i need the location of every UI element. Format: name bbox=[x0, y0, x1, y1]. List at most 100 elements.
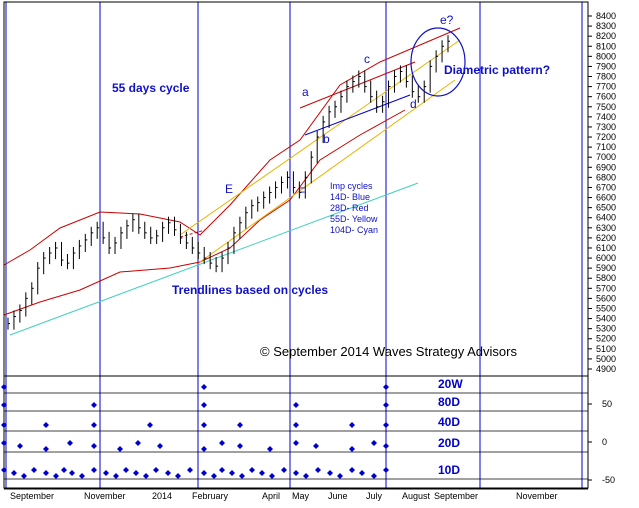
y-tick-label: 5400 bbox=[596, 314, 616, 324]
x-month-label: February bbox=[192, 491, 229, 501]
x-month-label: April bbox=[262, 491, 280, 501]
cycle-diamond bbox=[337, 473, 343, 479]
cycle-diamond bbox=[1, 384, 7, 390]
cycle-diamond bbox=[383, 384, 389, 390]
legend-entry-14d: 14D- Blue bbox=[330, 192, 370, 202]
cycle-diamond bbox=[313, 443, 319, 449]
y-tick-label: 7200 bbox=[596, 132, 616, 142]
cycle-diamond bbox=[211, 473, 217, 479]
cycle-diamond bbox=[187, 467, 193, 473]
wave-E-label: E bbox=[225, 182, 233, 196]
wave-d-label: d bbox=[410, 97, 417, 111]
pattern-label: Diametric pattern? bbox=[444, 63, 550, 77]
cycle-diamond bbox=[165, 470, 171, 476]
cycle-diamond bbox=[21, 473, 27, 479]
cycle-diamond bbox=[383, 443, 389, 449]
cycle-label: 55 days cycle bbox=[112, 81, 190, 95]
x-month-label: November bbox=[516, 491, 558, 501]
legend-entry-55d: 55D- Yellow bbox=[330, 214, 378, 224]
y-tick-label: 6900 bbox=[596, 162, 616, 172]
dashed-midline bbox=[179, 229, 206, 238]
cycle-diamond bbox=[91, 422, 97, 428]
y-tick-label: 6700 bbox=[596, 182, 616, 192]
wave-lower-line bbox=[304, 94, 411, 136]
cycle-diamond bbox=[293, 470, 299, 476]
lower-y-tick-label: 50 bbox=[602, 399, 612, 409]
y-tick-label: 5100 bbox=[596, 344, 616, 354]
cycle-row-label: 20W bbox=[438, 377, 463, 391]
cycle-diamond bbox=[249, 467, 255, 473]
cycle-diamond bbox=[383, 422, 389, 428]
cycle-diamond bbox=[11, 470, 17, 476]
y-tick-label: 8400 bbox=[596, 11, 616, 21]
y-tick-label: 6400 bbox=[596, 213, 616, 223]
cycle-diamond bbox=[259, 470, 265, 476]
cycle-diamond bbox=[113, 473, 119, 479]
cycle-diamond bbox=[219, 467, 225, 473]
cycle-row-label: 20D bbox=[438, 436, 460, 450]
x-month-label: July bbox=[366, 491, 383, 501]
cycle-diamond bbox=[91, 443, 97, 449]
x-month-label: 2014 bbox=[152, 491, 172, 501]
cycle-row-label: 40D bbox=[438, 415, 460, 429]
cycle-diamond bbox=[91, 402, 97, 408]
cycle-diamond bbox=[219, 440, 225, 446]
y-tick-label: 7400 bbox=[596, 112, 616, 122]
cycle-diamond bbox=[327, 470, 333, 476]
y-tick-label: 6100 bbox=[596, 243, 616, 253]
cycle-diamond bbox=[371, 440, 377, 446]
cycle-diamond bbox=[383, 402, 389, 408]
cycle-diamond bbox=[303, 473, 309, 479]
cycle-diamond bbox=[359, 470, 365, 476]
cycle-diamond bbox=[43, 446, 49, 452]
cycle-diamond bbox=[1, 402, 7, 408]
y-tick-label: 6800 bbox=[596, 172, 616, 182]
y-tick-label: 8300 bbox=[596, 21, 616, 31]
cycle-diamond bbox=[175, 473, 181, 479]
yellow-lower-trend bbox=[199, 79, 456, 263]
y-tick-label: 7800 bbox=[596, 72, 616, 82]
y-tick-label: 5900 bbox=[596, 263, 616, 273]
copyright-text: © September 2014 Waves Strategy Advisors bbox=[260, 344, 517, 359]
cycle-diamond bbox=[349, 446, 355, 452]
cycle-diamond bbox=[201, 384, 207, 390]
y-tick-label: 6200 bbox=[596, 233, 616, 243]
legend-entry-28d: 28D- Red bbox=[330, 203, 369, 213]
cycle-diamond bbox=[31, 467, 37, 473]
y-tick-label: 5300 bbox=[596, 324, 616, 334]
cycle-diamond bbox=[79, 473, 85, 479]
cycle-diamond bbox=[103, 470, 109, 476]
y-tick-label: 6500 bbox=[596, 203, 616, 213]
y-tick-label: 8000 bbox=[596, 51, 616, 61]
diametric-circle bbox=[410, 27, 466, 97]
y-tick-label: 5700 bbox=[596, 283, 616, 293]
cycle-diamond bbox=[53, 473, 59, 479]
cycle-diamond bbox=[147, 422, 153, 428]
x-month-label: August bbox=[402, 491, 431, 501]
cycle-diamond bbox=[67, 440, 73, 446]
legend-title: Imp cycles bbox=[330, 181, 373, 191]
cycle-diamond bbox=[383, 467, 389, 473]
wave-c-label: c bbox=[364, 52, 370, 66]
cycle-diamond bbox=[293, 422, 299, 428]
wave-e-label: e? bbox=[440, 13, 454, 27]
y-tick-label: 5000 bbox=[596, 354, 616, 364]
y-tick-label: 8200 bbox=[596, 31, 616, 41]
y-tick-label: 7300 bbox=[596, 122, 616, 132]
cycle-diamond bbox=[239, 473, 245, 479]
cycle-diamond bbox=[117, 446, 123, 452]
cycle-diamond bbox=[315, 467, 321, 473]
wave-F-label: F bbox=[298, 185, 305, 199]
y-tick-label: 5600 bbox=[596, 293, 616, 303]
cyan-trend bbox=[9, 182, 419, 336]
cycle-diamond bbox=[237, 422, 243, 428]
y-tick-label: 7700 bbox=[596, 82, 616, 92]
cycle-row-label: 10D bbox=[438, 463, 460, 477]
wave-a-label: a bbox=[302, 85, 309, 99]
cycle-diamond bbox=[17, 443, 23, 449]
x-month-label: September bbox=[434, 491, 478, 501]
cycle-diamond bbox=[43, 470, 49, 476]
y-tick-label: 5200 bbox=[596, 334, 616, 344]
